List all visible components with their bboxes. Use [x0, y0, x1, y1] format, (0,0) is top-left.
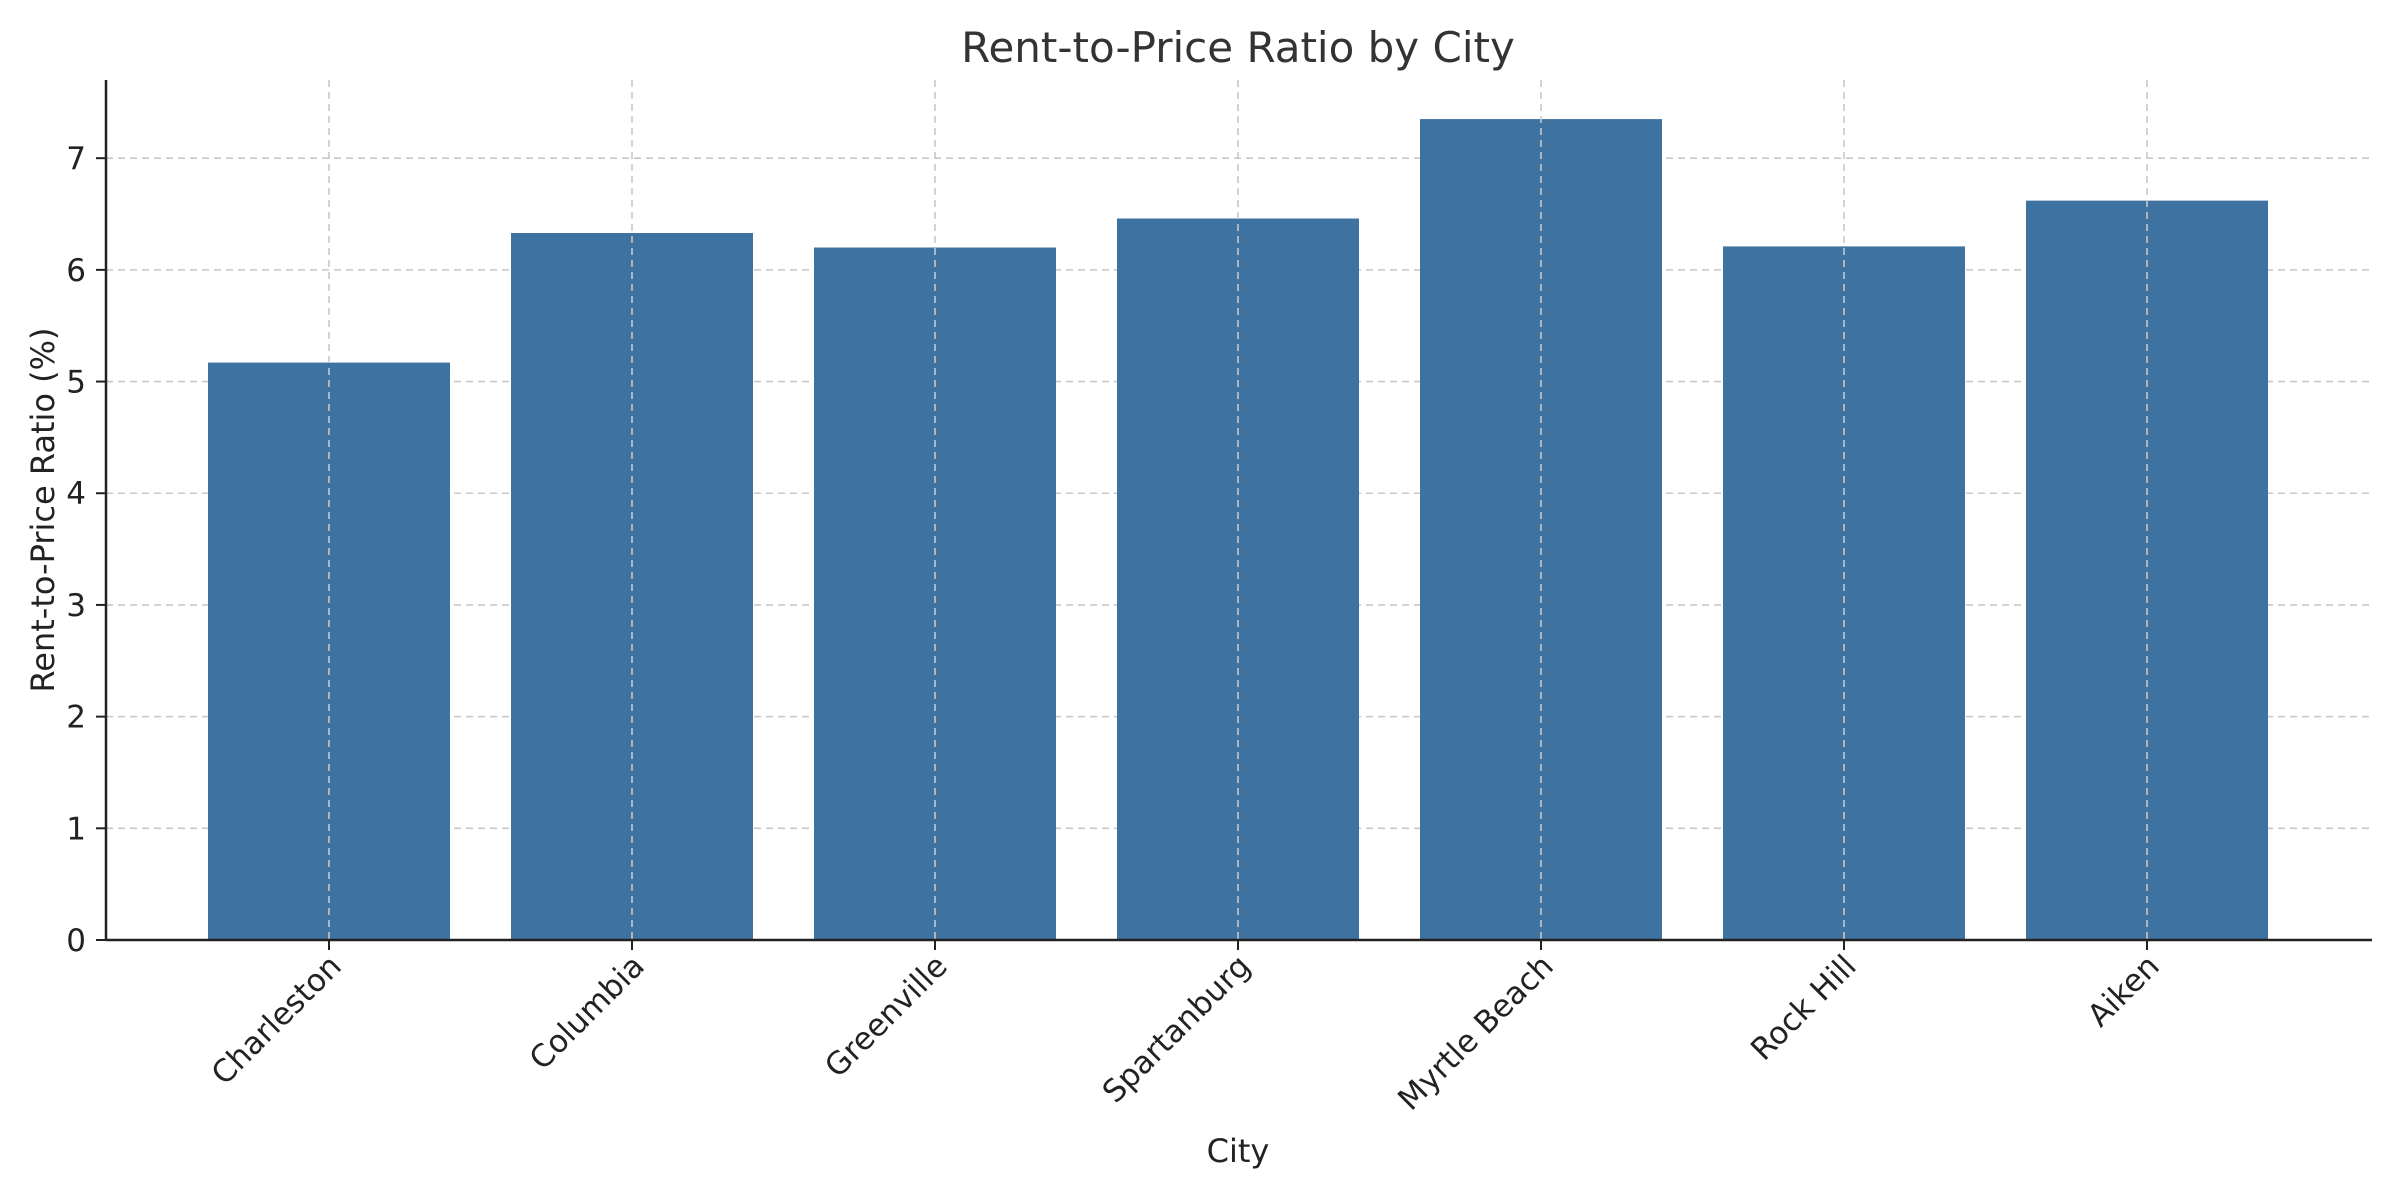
y-tick-label: 5 — [66, 365, 86, 401]
x-tick-label: Myrtle Beach — [1391, 948, 1560, 1117]
x-tick-label: Greenville — [818, 948, 955, 1085]
x-tick-label: Rock Hill — [1744, 948, 1864, 1068]
y-axis-label: Rent-to-Price Ratio (%) — [24, 327, 62, 692]
x-ticks: Charleston Columbia Greenville Spartanburg M… — [205, 940, 2167, 1118]
x-tick-label: Columbia — [523, 948, 652, 1077]
y-tick-label: 4 — [66, 476, 86, 512]
y-tick-label: 0 — [66, 923, 86, 959]
x-tick-label: Aiken — [2081, 948, 2167, 1034]
y-tick-label: 7 — [66, 141, 86, 177]
x-tick-label: Charleston — [205, 948, 349, 1092]
x-axis-label: City — [1207, 1132, 1270, 1170]
y-tick-label: 2 — [66, 700, 86, 736]
y-tick-label: 6 — [66, 253, 86, 289]
y-ticks: 0 1 2 3 4 5 6 7 — [66, 141, 106, 959]
bars — [208, 80, 2268, 941]
y-tick-label: 1 — [66, 811, 86, 847]
chart-title: Rent-to-Price Ratio by City — [961, 23, 1515, 72]
x-tick-label: Spartanburg — [1096, 948, 1258, 1110]
y-tick-label: 3 — [66, 588, 86, 624]
